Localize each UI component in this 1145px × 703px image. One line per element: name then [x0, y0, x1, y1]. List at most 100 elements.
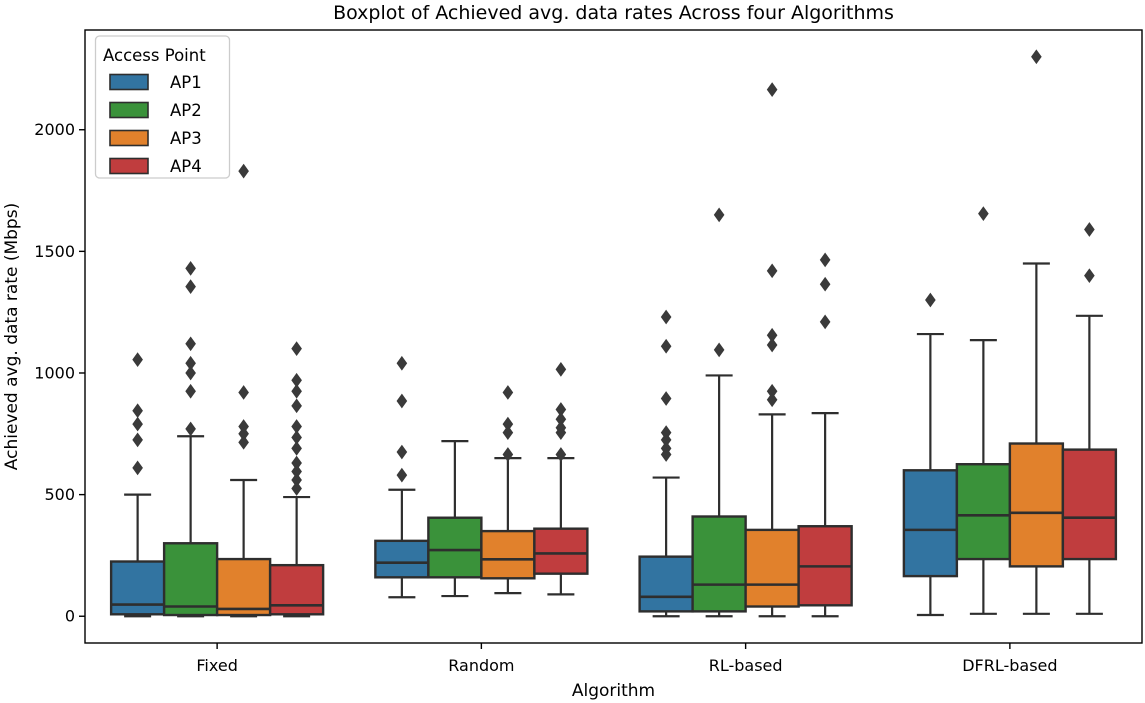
outlier-diamond — [185, 365, 196, 381]
legend-swatch-AP3 — [109, 129, 149, 147]
box-group-AP2-DFRL-based — [955, 206, 1012, 615]
box-AP2 — [955, 463, 1012, 561]
box-group-AP4-DFRL-based — [1061, 222, 1118, 615]
outlier-diamond — [660, 338, 672, 354]
x-tick-label: Random — [448, 656, 514, 675]
series-AP4 — [268, 222, 1118, 618]
outlier-diamond — [766, 82, 778, 97]
outlier-diamond — [660, 391, 672, 406]
box-AP1 — [902, 469, 959, 578]
outlier-diamond — [660, 309, 672, 325]
outlier-diamond — [766, 263, 778, 279]
outlier-diamond — [238, 434, 249, 450]
legend-label-AP4: AP4 — [170, 157, 202, 176]
legend-label-AP1: AP1 — [170, 73, 202, 92]
outlier-diamond — [978, 206, 989, 222]
outlier-diamond — [396, 393, 408, 409]
outlier-diamond — [555, 447, 567, 462]
box-group-AP1-DFRL-based — [902, 292, 959, 617]
box-group-AP3-Random — [480, 385, 536, 595]
box-AP3 — [215, 557, 272, 617]
legend-label-AP2: AP2 — [170, 101, 202, 120]
outlier-diamond — [185, 261, 196, 276]
box-AP1 — [638, 555, 694, 613]
outlier-diamond — [396, 444, 408, 460]
outlier-diamond — [502, 425, 514, 440]
outlier-diamond — [396, 355, 408, 371]
y-tick-label: 500 — [44, 485, 75, 504]
legend-label-AP3: AP3 — [170, 129, 202, 148]
outlier-diamond — [502, 447, 514, 462]
outlier-diamond — [819, 314, 831, 330]
box-AP3 — [480, 529, 536, 580]
box-group-AP4-Random — [533, 361, 589, 596]
box-AP2 — [427, 516, 483, 579]
chart-title: Boxplot of Achieved avg. data rates Acro… — [333, 2, 894, 24]
outlier-diamond — [555, 425, 567, 440]
box-group-AP3-Fixed — [215, 163, 272, 618]
y-tick-label: 0 — [65, 607, 75, 626]
outlier-diamond — [132, 352, 143, 367]
outlier-diamond — [713, 207, 725, 223]
series-AP3 — [215, 49, 1065, 618]
box-AP3 — [744, 528, 800, 608]
outlier-diamond — [396, 467, 408, 483]
x-tick-label: RL-based — [709, 656, 783, 675]
y-axis-label: Achieved avg. data rate (Mbps) — [2, 203, 22, 470]
outlier-diamond — [238, 163, 249, 179]
outlier-diamond — [291, 383, 302, 399]
x-tick-label: DFRL-based — [962, 656, 1057, 675]
box-AP4 — [1061, 448, 1118, 561]
series-AP2 — [162, 206, 1012, 618]
y-tick-label: 2000 — [34, 120, 75, 139]
box-AP2 — [162, 542, 219, 617]
box-group-AP4-Fixed — [268, 341, 325, 618]
y-tick-label: 1000 — [34, 363, 75, 382]
outlier-diamond — [766, 337, 778, 353]
legend-swatch-AP4 — [109, 157, 149, 175]
box-AP4 — [268, 563, 325, 616]
outlier-diamond — [1031, 49, 1042, 65]
box-group-AP4-RL-based — [797, 252, 853, 618]
outlier-diamond — [185, 421, 196, 437]
legend: Access Point AP1 AP2 AP3 AP4 — [94, 35, 231, 179]
outlier-diamond — [555, 361, 567, 377]
box-AP1 — [374, 539, 430, 579]
outlier-diamond — [1084, 268, 1095, 284]
box-group-AP3-RL-based — [744, 82, 800, 618]
x-axis-label: Algorithm — [572, 681, 655, 701]
outlier-diamond — [819, 276, 831, 292]
outlier-diamond — [291, 441, 302, 456]
outlier-diamond — [185, 383, 196, 399]
outlier-diamond — [1084, 222, 1095, 237]
outlier-diamond — [291, 341, 302, 357]
outlier-diamond — [185, 279, 196, 294]
legend-swatch-AP1 — [109, 73, 149, 91]
box-group-AP1-Fixed — [109, 352, 166, 618]
y-tick-label: 1500 — [34, 242, 75, 261]
box-group-AP2-Random — [427, 439, 483, 598]
outlier-diamond — [502, 385, 514, 400]
box-group-AP2-Fixed — [162, 261, 219, 618]
outlier-diamond — [132, 460, 143, 476]
x-tick-label: Fixed — [196, 656, 237, 675]
box-AP1 — [109, 560, 166, 616]
legend-title: Access Point — [103, 46, 206, 65]
legend-swatch-AP2 — [109, 101, 149, 119]
outlier-diamond — [238, 385, 249, 400]
plot-frame — [84, 29, 1143, 644]
outlier-diamond — [291, 398, 302, 414]
outlier-diamond — [766, 392, 778, 408]
outlier-diamond — [132, 416, 143, 432]
outlier-diamond — [660, 447, 672, 462]
outlier-diamond — [185, 336, 196, 352]
box-AP3 — [1008, 442, 1065, 568]
outlier-diamond — [819, 252, 831, 268]
box-AP4 — [533, 527, 589, 575]
outlier-diamond — [132, 432, 143, 448]
outlier-diamond — [291, 481, 302, 496]
outlier-diamond — [925, 292, 936, 308]
box-group-AP3-DFRL-based — [1008, 49, 1065, 615]
